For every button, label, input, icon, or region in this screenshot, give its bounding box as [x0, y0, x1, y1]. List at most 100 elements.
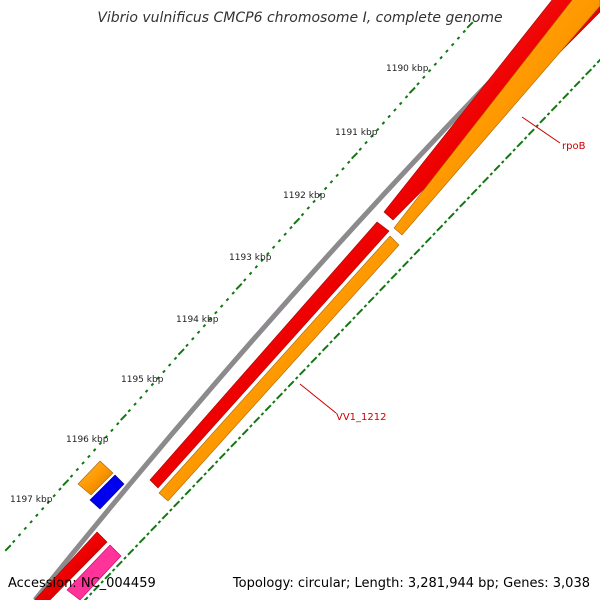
tick-minor: [466, 196, 471, 200]
tick-minor: [115, 422, 120, 426]
tick-minor: [23, 526, 28, 531]
tick-minor: [202, 323, 207, 328]
tick-minor: [144, 389, 149, 393]
tick-major: [321, 344, 329, 352]
tick-minor: [329, 340, 333, 344]
tick-minor: [88, 592, 93, 596]
tick-minor: [329, 180, 334, 184]
tick-major: [516, 140, 524, 148]
tick-minor: [462, 29, 466, 34]
tick-minor: [398, 101, 403, 106]
tick-major: [253, 416, 261, 424]
tick-minor: [111, 568, 116, 572]
tick-minor: [69, 474, 74, 478]
map-title: Vibrio vulnificus CMCP6 chromosome I, co…: [97, 10, 503, 26]
tick-minor: [162, 369, 166, 374]
gene-label-rpoB[interactable]: rpoB: [562, 141, 586, 152]
tick-minor: [150, 382, 155, 387]
tick-minor: [433, 62, 438, 66]
tick-major: [207, 464, 215, 472]
gene-reverse-upper[interactable]: [393, 0, 600, 236]
tick-minor: [243, 278, 247, 282]
tick-minor: [272, 400, 276, 404]
tick-major: [550, 104, 558, 112]
tick-minor: [409, 256, 413, 260]
tick-major: [195, 476, 203, 484]
tick-major: [138, 536, 146, 544]
tick-major: [493, 164, 501, 172]
tick-minor: [404, 95, 409, 99]
gene-small-blue[interactable]: [89, 474, 125, 510]
tick-minor: [289, 225, 293, 230]
tick-minor: [214, 460, 219, 464]
tick-major: [235, 282, 243, 291]
tick-label-1196: 1196 kbp: [66, 435, 109, 445]
tick-minor: [416, 82, 420, 86]
tick-minor: [185, 343, 189, 348]
tick-label-1190: 1190 kbp: [386, 64, 429, 74]
tick-minor: [104, 435, 108, 439]
tick-minor: [306, 364, 310, 368]
gene-forward-bottom[interactable]: [30, 531, 108, 600]
tick-minor: [146, 532, 150, 536]
gene-reverse-lower[interactable]: [158, 235, 400, 502]
tick-minor: [123, 556, 127, 560]
tick-minor: [237, 436, 242, 440]
tick-major: [104, 572, 112, 580]
tick-minor: [157, 520, 162, 524]
tick-minor: [271, 245, 276, 250]
tick-minor: [133, 402, 137, 406]
tick-major: [161, 512, 169, 520]
gene-label-VV1-1212[interactable]: VV1_1212: [336, 412, 387, 423]
genome-summary: Topology: circular; Length: 3,281,944 bp…: [232, 576, 590, 591]
tick-minor: [500, 160, 505, 164]
tick-minor: [592, 64, 597, 68]
tick-major: [573, 80, 581, 88]
tick-minor: [443, 220, 448, 224]
tick-major: [527, 128, 535, 136]
tick-minor: [432, 232, 436, 236]
gene-pink[interactable]: [66, 544, 122, 600]
tick-minor: [387, 114, 391, 119]
tick-minor: [17, 533, 22, 537]
tick-major: [504, 152, 512, 160]
rpoB-leader-line: [521, 116, 561, 144]
tick-label-1193: 1193 kbp: [229, 253, 272, 263]
tick-minor: [208, 317, 212, 321]
tick-major: [466, 21, 474, 29]
tick-minor: [341, 167, 345, 171]
tick-minor: [173, 356, 178, 361]
tick-minor: [427, 69, 432, 73]
tick-minor: [75, 467, 80, 472]
tick-minor: [40, 507, 45, 511]
tick-minor: [478, 184, 482, 188]
tick-major: [150, 524, 158, 532]
tick-minor: [489, 172, 494, 176]
tick-major: [585, 68, 593, 76]
inner-tick-ring: [83, 58, 600, 600]
tick-major: [408, 86, 416, 94]
tick-minor: [420, 244, 425, 248]
gene-small-orange[interactable]: [77, 460, 114, 496]
tick-minor: [219, 304, 224, 308]
tick-major: [367, 296, 375, 304]
tick-minor: [167, 363, 172, 367]
gene-VV1-1212-forward[interactable]: [149, 221, 390, 489]
tick-minor: [450, 42, 455, 47]
tick-major: [230, 440, 238, 448]
tick-minor: [214, 310, 218, 315]
tick-major: [356, 308, 364, 316]
tick-minor: [139, 395, 143, 400]
tick-minor: [35, 513, 39, 518]
tick-major: [119, 413, 128, 421]
tick-major: [92, 584, 100, 592]
tick-minor: [581, 76, 585, 80]
tick-minor: [156, 376, 160, 380]
tick-minor: [546, 112, 551, 116]
tick-major: [562, 92, 570, 100]
tick-major: [413, 248, 421, 256]
tick-major: [62, 479, 70, 487]
tick-minor: [231, 291, 235, 295]
tick-minor: [180, 496, 185, 500]
tick-minor: [277, 238, 282, 243]
